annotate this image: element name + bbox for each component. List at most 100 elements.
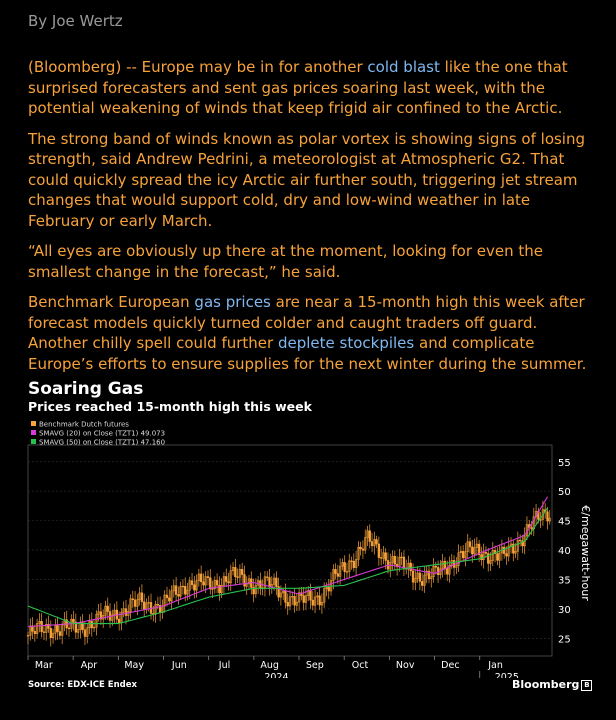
candle-body-61 [165, 594, 169, 599]
candle-body-140 [345, 571, 349, 573]
bloomberg-logo-icon: B [581, 679, 593, 691]
candle-body-24 [81, 622, 84, 630]
candle-body-202 [487, 553, 490, 564]
candle-body-216 [518, 539, 522, 542]
candle-body-73 [193, 584, 196, 591]
paragraph-2: The strong band of winds known as polar … [28, 129, 586, 230]
candle-body-50 [140, 592, 144, 603]
candle-body-46 [131, 598, 134, 601]
y-tick-label-55: 55 [558, 458, 571, 469]
candle-body-65 [174, 585, 178, 595]
candle-body-154 [377, 543, 381, 558]
candle-body-172 [418, 572, 422, 582]
candle-body-93 [238, 569, 242, 578]
candle-body-131 [325, 587, 328, 589]
candle-body-134 [332, 569, 335, 581]
candle-body-86 [222, 576, 226, 586]
candle-body-212 [509, 543, 513, 547]
candle-body-26 [86, 627, 89, 637]
candle-body-117 [293, 596, 296, 606]
candle-body-215 [516, 539, 519, 552]
candle-body-10 [49, 628, 52, 638]
candle-body-57 [156, 604, 160, 606]
candle-body-129 [320, 601, 324, 606]
paragraph-3: “All eyes are obviously up there at the … [28, 242, 544, 281]
candle-body-153 [375, 539, 378, 545]
x-tick-label-aug: Aug [260, 660, 279, 671]
candle-body-175 [425, 570, 428, 576]
candle-body-108 [272, 577, 276, 585]
legend-label-2: SMAVG (50) on Close (TZT1) 47.160 [39, 439, 165, 447]
byline: By Joe Wertz [28, 12, 123, 30]
candle-body-51 [143, 601, 146, 610]
deplete-stockpiles-link[interactable]: deplete stockpiles [277, 334, 415, 352]
x-tick-label-dec: Dec [441, 660, 459, 671]
candle-body-182 [441, 560, 444, 570]
candle-body-83 [215, 580, 219, 586]
candle-body-204 [491, 550, 494, 561]
candle-body-174 [423, 574, 426, 586]
candle-body-178 [432, 565, 435, 578]
candle-body-105 [266, 576, 269, 578]
candle-body-128 [318, 595, 321, 606]
candle-body-67 [179, 585, 182, 597]
y-tick-label-50: 50 [558, 487, 571, 498]
candle-body-209 [503, 546, 506, 554]
candle-body-179 [434, 565, 437, 568]
candle-body-149 [366, 530, 369, 538]
candle-body-161 [393, 556, 396, 565]
candle-body-190 [459, 551, 463, 554]
candle-body-195 [471, 546, 474, 555]
cold-blast-link[interactable]: cold blast [367, 58, 440, 76]
candle-body-150 [368, 530, 371, 542]
candle-body-226 [541, 509, 545, 520]
candle-body-28 [90, 621, 93, 629]
candle-body-177 [430, 576, 433, 580]
x-tick-label-mar: Mar [35, 660, 53, 671]
gas-prices-link[interactable]: gas prices [194, 293, 271, 311]
legend-label-1: SMAVG (20) on Close (TZT1) 49.073 [39, 430, 165, 438]
legend-swatch-2 [31, 439, 36, 444]
candle-body-62 [168, 597, 171, 602]
candle-body-127 [316, 595, 319, 598]
paragraph-1: (Bloomberg) -- Europe may be in for anot… [28, 57, 593, 119]
candle-body-118 [295, 601, 298, 606]
candle-body-64 [172, 585, 175, 592]
candle-body-198 [477, 543, 481, 555]
candle-body-6 [40, 621, 43, 633]
candle-body-191 [462, 551, 465, 559]
candle-body-169 [411, 570, 415, 583]
candle-body-152 [373, 539, 376, 547]
candle-body-91 [234, 567, 237, 578]
price-chart: 25 30 35 40 45 50 55 €/megawatt-hour Mar Apr May Ju… [26, 421, 592, 678]
candle-body-29 [92, 626, 96, 629]
candle-body-63 [170, 590, 173, 602]
candle-body-113 [284, 590, 287, 603]
candle-body-109 [275, 577, 278, 587]
candle-body-145 [357, 546, 360, 560]
candle-body-8 [45, 624, 48, 633]
y-axis-label: €/megawatt-hour [579, 505, 592, 601]
candle-body-141 [348, 560, 351, 572]
candle-body-157 [384, 552, 387, 561]
paragraph-4: Benchmark European gas prices are near a… [28, 292, 593, 374]
candle-body-176 [427, 570, 431, 580]
candle-body-42 [122, 608, 125, 613]
candle-body-184 [446, 568, 449, 575]
candle-body-135 [334, 569, 337, 574]
candle-body-80 [209, 577, 212, 590]
candle-body-213 [512, 543, 515, 554]
candle-body-193 [466, 541, 469, 553]
candle-body-122 [304, 595, 308, 603]
candle-body-160 [391, 556, 394, 563]
candle-body-18 [67, 627, 71, 629]
x-tick-label-may: May [124, 660, 144, 671]
candle-body-210 [505, 553, 508, 557]
candle-body-168 [409, 562, 412, 572]
candle-body-20 [72, 618, 75, 623]
candle-body-22 [76, 629, 80, 633]
candle-body-189 [457, 552, 460, 566]
candle-body-100 [254, 584, 257, 595]
candle-body-126 [313, 596, 317, 606]
candle-body-211 [507, 545, 510, 557]
